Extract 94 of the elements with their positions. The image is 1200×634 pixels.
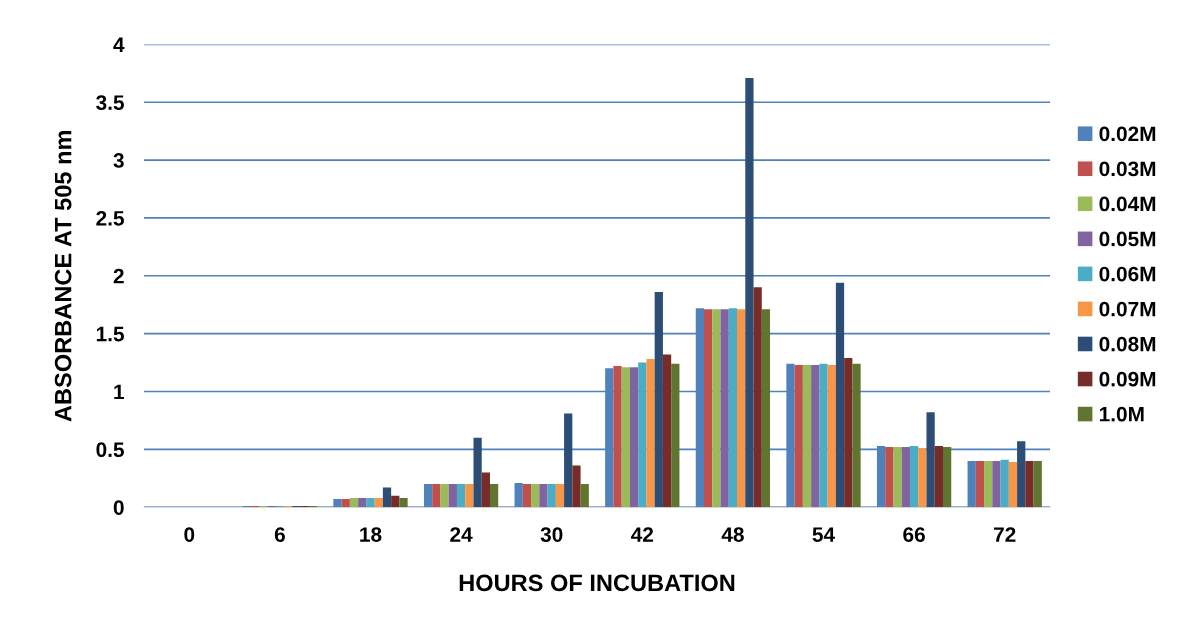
bar (918, 448, 927, 508)
bar (712, 309, 721, 508)
bar (761, 309, 771, 508)
y-tick-label: 0 (113, 500, 124, 515)
bar (720, 309, 729, 508)
bar (646, 359, 655, 508)
y-axis-title: ABSORBANCE AT 505 nm (54, 130, 72, 422)
x-tick-label: 0 (184, 527, 195, 542)
bar (811, 364, 820, 508)
legend-label: 0.02M (1099, 126, 1156, 142)
bar (984, 460, 993, 508)
bar (456, 484, 466, 508)
y-tick-label: 2 (113, 268, 124, 284)
y-tick-label: 2.5 (96, 210, 124, 226)
bar (366, 497, 375, 508)
bar (671, 363, 680, 508)
bar (613, 366, 622, 508)
bar (564, 413, 573, 508)
bar (926, 412, 935, 508)
y-tick-label: 4 (113, 37, 125, 52)
legend-label: 0.07M (1099, 301, 1156, 317)
bar (349, 497, 359, 508)
x-tick-label: 18 (360, 527, 382, 542)
bar (819, 363, 828, 508)
bar (942, 447, 952, 508)
bar (539, 484, 548, 508)
bar (580, 484, 589, 508)
bar (1025, 460, 1034, 508)
y-tick-label: 3 (113, 153, 124, 168)
bar (992, 460, 1001, 508)
x-tick-label: 66 (903, 527, 925, 542)
bar (555, 484, 565, 508)
bar (473, 437, 482, 508)
bar (448, 484, 457, 508)
bar (844, 357, 853, 508)
bar (531, 484, 540, 508)
bar (975, 460, 985, 508)
bar (399, 497, 408, 508)
y-tick-label: 0.5 (96, 442, 124, 458)
bar (629, 367, 639, 508)
bar (794, 364, 803, 508)
bar (1033, 460, 1042, 508)
bar (382, 487, 392, 508)
bar (934, 445, 943, 508)
bar (481, 472, 490, 508)
bar (1008, 462, 1018, 508)
y-tick-label: 1.5 (96, 326, 124, 342)
bar (547, 484, 556, 508)
x-tick-label: 48 (721, 527, 744, 542)
bar (391, 495, 400, 508)
legend-label: 1.0M (1099, 406, 1144, 422)
bar (432, 484, 441, 508)
x-tick-label: 72 (994, 527, 1016, 542)
bar (893, 447, 902, 508)
legend-label: 0.06M (1099, 266, 1156, 282)
y-tick-label: 1 (114, 384, 124, 400)
bar (802, 364, 812, 508)
bar (522, 484, 532, 508)
bar (654, 291, 663, 508)
bar (440, 484, 449, 508)
legend-label: 0.03M (1099, 161, 1156, 177)
x-tick-label: 30 (540, 527, 563, 542)
x-axis-title: HOURS OF INCUBATION (459, 574, 735, 592)
x-tick-label: 42 (631, 527, 654, 542)
bar (728, 308, 738, 508)
bar (1000, 459, 1009, 508)
bar (489, 484, 499, 508)
bar (753, 287, 762, 508)
bar (835, 282, 845, 508)
legend-label: 0.08M (1099, 336, 1156, 352)
x-tick-label: 54 (812, 527, 835, 542)
x-tick-label: 24 (450, 527, 473, 542)
bar (465, 484, 474, 508)
y-tick-label: 3.5 (96, 95, 124, 111)
bar (909, 445, 919, 508)
bar (901, 447, 910, 508)
bar (374, 497, 383, 508)
bar (745, 77, 754, 508)
bar (572, 465, 581, 508)
bar (638, 362, 647, 508)
legend-label: 0.09M (1099, 371, 1156, 387)
legend-label: 0.04M (1099, 196, 1156, 212)
bar (358, 497, 367, 508)
bar (1017, 441, 1026, 508)
bar (704, 309, 713, 508)
bar (827, 364, 836, 508)
bar (621, 367, 630, 508)
legend-label: 0.05M (1099, 231, 1156, 247)
bar (852, 363, 861, 508)
bar (341, 499, 350, 508)
x-tick-label: 6 (274, 527, 285, 542)
bar (662, 354, 672, 508)
bar (737, 309, 746, 508)
bar (885, 447, 894, 508)
